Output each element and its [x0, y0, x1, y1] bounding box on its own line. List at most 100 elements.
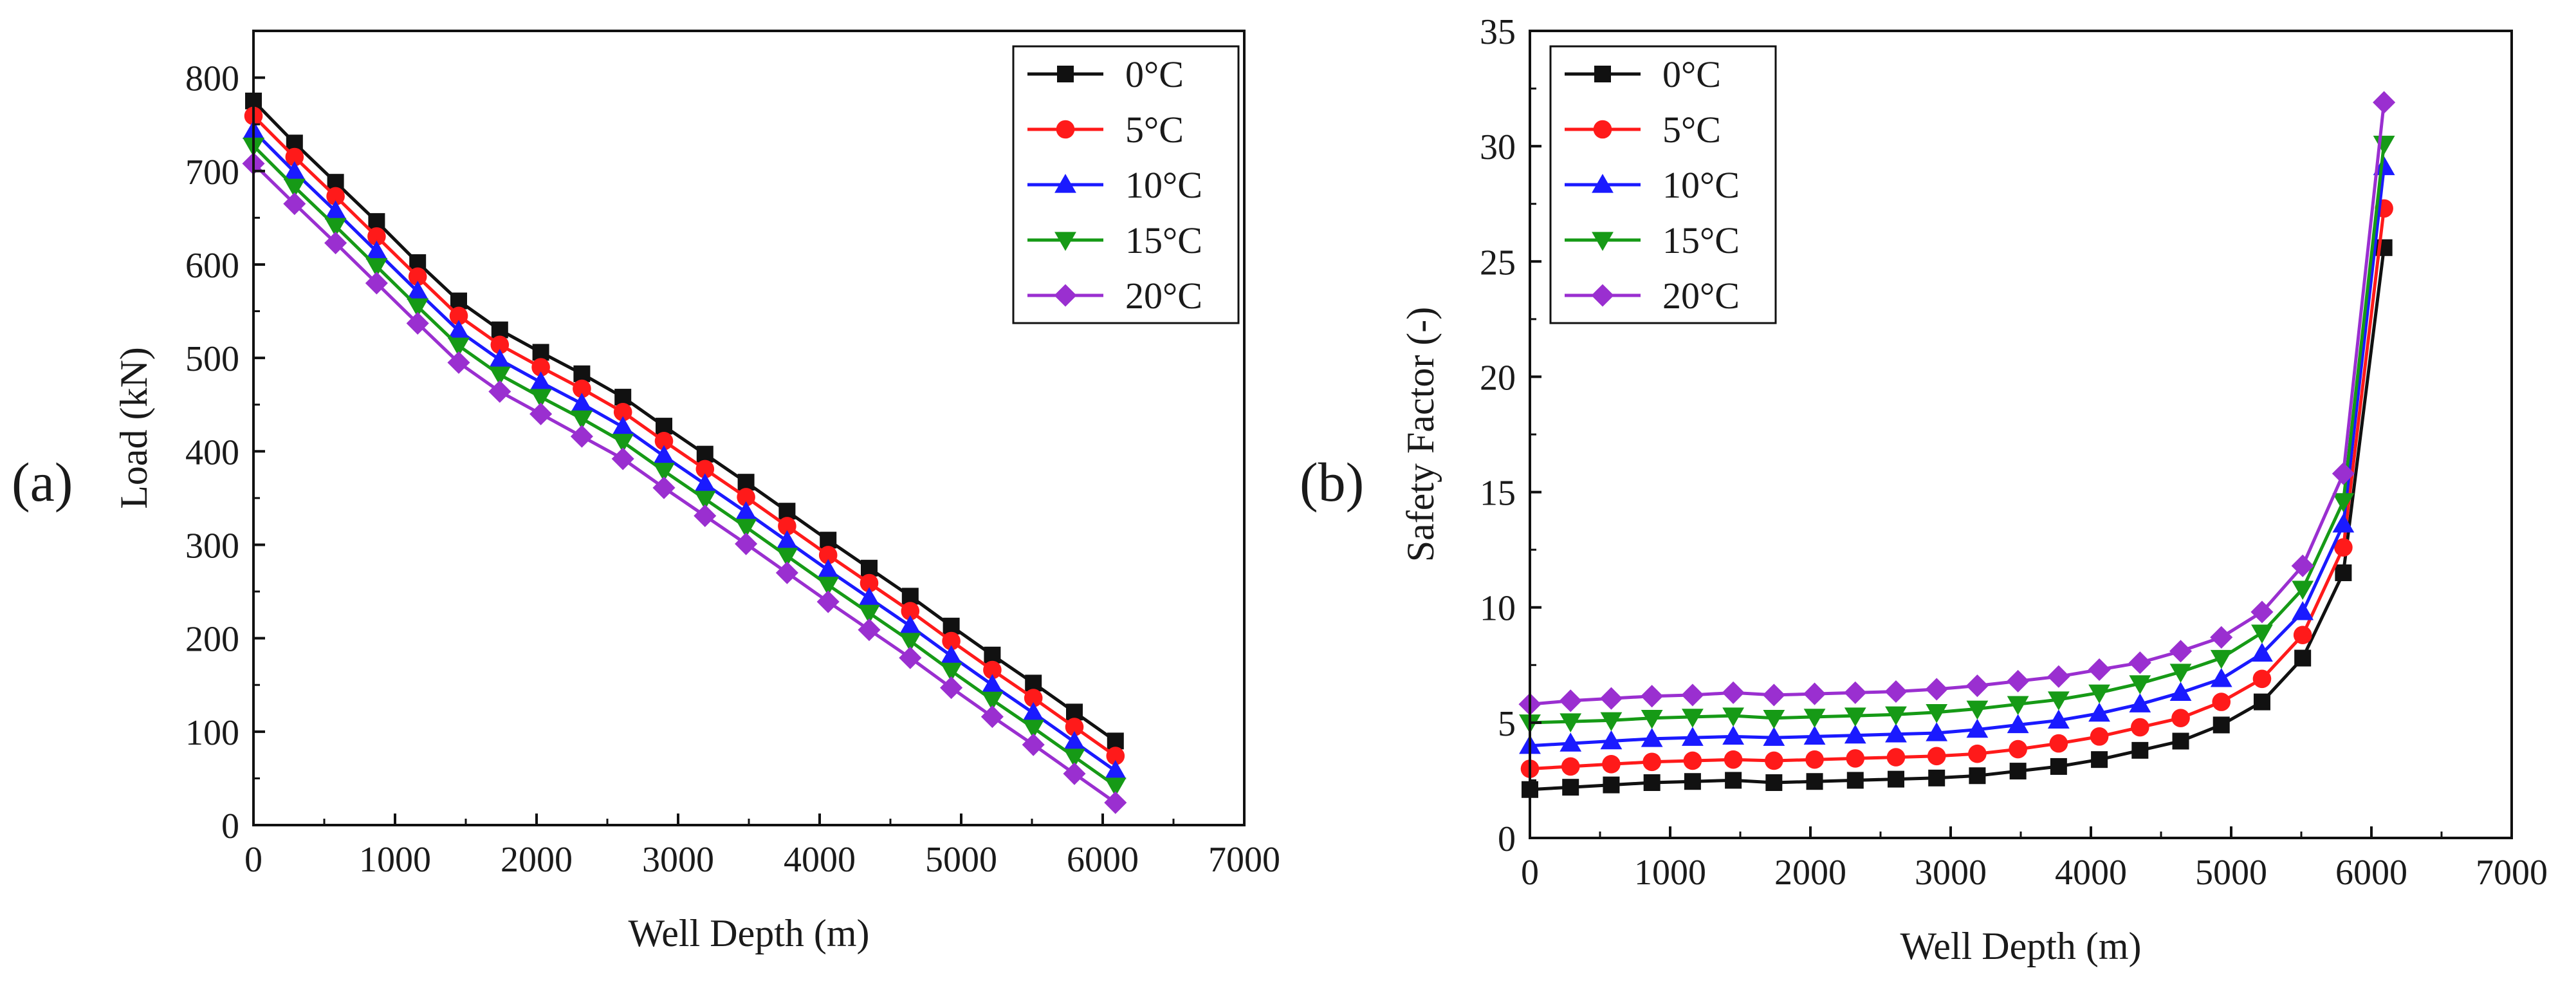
data-point-b-0-11	[1969, 767, 1986, 785]
data-point-a-4-5	[447, 351, 470, 374]
data-point-b-2-12	[2007, 714, 2029, 734]
data-point-a-0-9	[614, 389, 632, 406]
data-point-a-1-1	[285, 147, 304, 167]
data-point-a-3-11	[694, 490, 716, 510]
data-point-b-3-2	[1600, 712, 1623, 732]
data-point-b-2-15	[2129, 693, 2151, 712]
data-point-b-2-7	[1803, 725, 1826, 745]
data-point-a-4-7	[529, 402, 553, 425]
data-point-a-0-16	[901, 588, 919, 605]
data-point-a-1-2	[326, 187, 345, 206]
x-tick-label-a-4: 4000	[784, 840, 856, 880]
series-line-b-0	[1529, 247, 2386, 792]
data-point-b-1-15	[2131, 718, 2149, 737]
data-point-b-1-7	[1805, 750, 1824, 769]
data-point-a-2-11	[694, 473, 716, 492]
x-tick-label-b-0: 0	[1521, 853, 1539, 893]
data-point-b-0-14	[2091, 751, 2108, 768]
data-point-b-4-7	[1803, 682, 1826, 705]
data-point-a-3-10	[653, 463, 675, 482]
series-line-a-4	[252, 162, 1117, 804]
data-point-a-2-20	[1063, 730, 1085, 750]
data-point-b-0-6	[1765, 774, 1783, 792]
y-tick-label-a-6: 600	[185, 246, 239, 286]
data-point-a-0-8	[573, 365, 591, 382]
series-line-a-1	[252, 115, 1117, 758]
data-point-a-1-4	[408, 267, 427, 286]
data-point-b-4-10	[1925, 678, 1948, 701]
data-point-a-3-5	[448, 337, 470, 357]
data-point-b-3-10	[1926, 704, 1948, 723]
data-point-b-4-2	[1599, 687, 1623, 710]
data-point-b-4-5	[1722, 681, 1745, 704]
data-point-b-1-18	[2252, 669, 2272, 689]
data-point-a-3-12	[735, 519, 757, 538]
data-point-b-3-19	[2292, 581, 2314, 600]
data-point-b-0-9	[1887, 770, 1904, 788]
data-point-a-1-9	[613, 403, 632, 422]
x-axis-label-a: Well Depth (m)	[628, 912, 869, 954]
data-point-b-2-8	[1844, 724, 1866, 744]
legend-label-a-2: 10°C	[1125, 164, 1202, 206]
data-point-a-1-8	[573, 379, 591, 398]
data-point-a-0-14	[820, 532, 837, 549]
y-tick-label-b-4: 20	[1480, 358, 1516, 398]
data-point-a-1-6	[490, 335, 510, 355]
data-point-a-4-11	[694, 504, 717, 528]
legend-label-b-0: 0°C	[1662, 53, 1721, 95]
data-point-b-0-2	[1603, 776, 1620, 794]
data-point-a-2-19	[1022, 702, 1045, 721]
data-point-a-0-11	[696, 445, 713, 463]
data-point-a-1-18	[983, 660, 1002, 680]
legend-marker-b-2	[1592, 174, 1614, 193]
legend-a: 0°C 5°C 10°C 15°C 20°C	[1012, 45, 1240, 324]
y-tick-label-b-0: 0	[1498, 819, 1516, 859]
data-point-a-2-7	[529, 371, 552, 391]
data-point-b-0-4	[1684, 773, 1701, 790]
data-point-b-2-16	[2169, 682, 2192, 701]
data-point-b-2-6	[1763, 727, 1785, 746]
data-point-a-0-6	[491, 321, 508, 339]
data-point-b-4-3	[1641, 685, 1664, 708]
data-point-b-1-19	[2293, 626, 2312, 645]
y-tick-label-b-3: 15	[1480, 474, 1516, 514]
data-point-a-2-8	[571, 393, 593, 412]
data-point-b-2-21	[2373, 156, 2395, 176]
legend-label-a-4: 20°C	[1125, 275, 1202, 317]
data-point-b-0-13	[2050, 758, 2067, 775]
series-line-b-4	[1529, 102, 2386, 706]
data-point-a-3-13	[776, 548, 798, 567]
x-tick-label-b-6: 6000	[2335, 853, 2407, 893]
data-point-a-4-4	[406, 312, 429, 335]
data-point-b-4-16	[2169, 640, 2193, 663]
x-tick-label-a-1: 1000	[359, 840, 431, 880]
data-point-a-0-7	[532, 344, 549, 361]
data-point-a-0-17	[943, 617, 960, 635]
data-point-b-3-9	[1885, 706, 1907, 726]
data-point-a-2-21	[1104, 759, 1127, 779]
data-point-b-0-18	[2253, 693, 2270, 711]
legend-marker-a-4	[1054, 284, 1077, 307]
data-point-a-3-2	[324, 218, 347, 237]
data-point-a-1-14	[818, 546, 838, 564]
panel-label-b: (b)	[1300, 451, 1364, 513]
data-point-a-1-11	[695, 460, 715, 479]
data-point-a-2-9	[612, 416, 634, 436]
series-line-a-2	[252, 129, 1117, 772]
y-tick-label-b-7: 35	[1480, 12, 1516, 52]
data-point-b-1-3	[1642, 752, 1661, 772]
legend-b: 0°C 5°C 10°C 15°C 20°C	[1549, 45, 1777, 324]
data-point-b-0-5	[1725, 772, 1742, 789]
data-point-b-3-12	[2007, 696, 2029, 716]
data-point-a-3-1	[283, 178, 306, 198]
data-point-a-2-13	[776, 530, 798, 550]
data-point-b-2-11	[1966, 718, 1989, 738]
data-point-a-2-15	[858, 587, 880, 606]
data-point-a-4-21	[1104, 791, 1127, 814]
legend-marker-a-3	[1054, 232, 1076, 251]
data-point-b-4-1	[1559, 689, 1582, 712]
legend-marker-b-0	[1594, 66, 1611, 82]
x-tick-label-b-4: 4000	[2055, 853, 2127, 893]
y-axis-label-b: Safety Factor (-)	[1399, 307, 1442, 563]
y-tick-label-a-0: 0	[221, 806, 239, 846]
